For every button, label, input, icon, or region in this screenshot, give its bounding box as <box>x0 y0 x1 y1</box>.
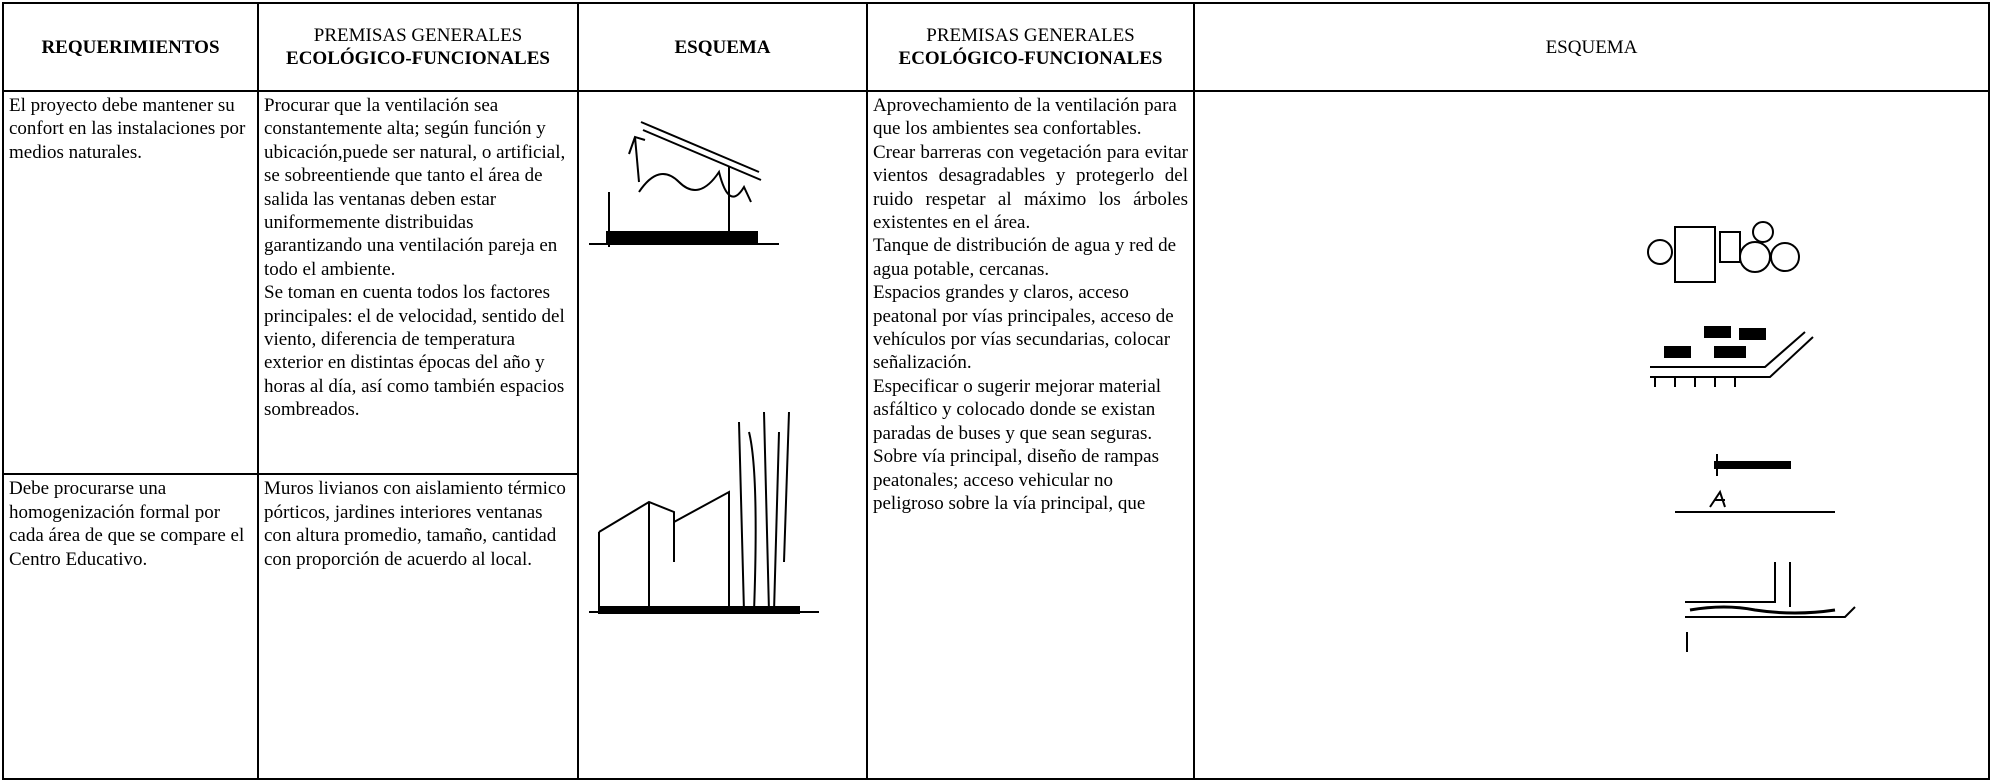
requirement-cell: Debe procurarse una homogenización forma… <box>2 473 259 780</box>
premise: Crear barreras con vegetación para evita… <box>873 141 1188 234</box>
sketch-ventilation <box>589 121 779 247</box>
premise: Especificar o sugerir mejorar material a… <box>873 375 1162 444</box>
premise: Se toman en cuenta todos los factores pr… <box>264 282 565 421</box>
header-text: PREMISAS GENERALES <box>313 25 523 46</box>
body-row: El proyecto debe mantener su confort en … <box>2 89 1990 780</box>
premise: Procurar que la ventilación sea constant… <box>264 95 566 280</box>
premises-b-cell: Aprovechamiento de la ventilación para q… <box>866 89 1195 780</box>
header-cell: PREMISAS GENERALES ECOLÓGICO-FUNCIONALES <box>866 2 1195 92</box>
sketches-b <box>1647 221 1856 652</box>
header-text: ECOLÓGICO-FUNCIONALES <box>898 48 1163 69</box>
header-text: PREMISAS GENERALES <box>926 25 1135 46</box>
header-cell: PREMISAS GENERALES ECOLÓGICO-FUNCIONALES <box>257 2 579 92</box>
header-cell: ESQUEMA <box>1193 2 1990 92</box>
premise: Tanque de distribución de agua y red de … <box>873 235 1177 280</box>
sketch-trees <box>1647 221 1800 283</box>
sketches <box>589 121 819 614</box>
requirement: El proyecto debe mantener su confort en … <box>9 95 246 163</box>
premise: Sobre vía principal, diseño de rampas pe… <box>873 446 1159 514</box>
premise: Aprovechamiento de la ventilación para q… <box>873 95 1177 140</box>
sketch-bus-stop <box>1675 454 1835 513</box>
premise: Muros livianos con aislamiento térmico p… <box>264 478 566 570</box>
premise: Espacios grandes y claros, acceso peaton… <box>873 282 1174 374</box>
requirement: Debe procurarse una homogenización forma… <box>9 478 245 570</box>
requirement-cell: El proyecto debe mantener su confort en … <box>2 89 259 476</box>
header-cell: REQUERIMIENTOS <box>2 2 259 92</box>
premises-cell: Procurar que la ventilación sea constant… <box>257 89 579 476</box>
header-cell: ESQUEMA <box>577 2 868 92</box>
sketch-site <box>1650 326 1814 387</box>
scheme-b-cell <box>1193 89 1990 780</box>
header-row: REQUERIMIENTOS PREMISAS GENERALES ECOLÓGI… <box>2 2 1990 92</box>
sketch-building <box>589 411 819 614</box>
sketch-road <box>1685 562 1856 652</box>
body-row: Debe procurarse una homogenización forma… <box>2 473 1989 780</box>
scheme-cell <box>577 89 868 780</box>
premises-cell: Muros livianos con aislamiento térmico p… <box>257 473 579 780</box>
header-text: ECOLÓGICO-FUNCIONALES <box>286 48 550 69</box>
